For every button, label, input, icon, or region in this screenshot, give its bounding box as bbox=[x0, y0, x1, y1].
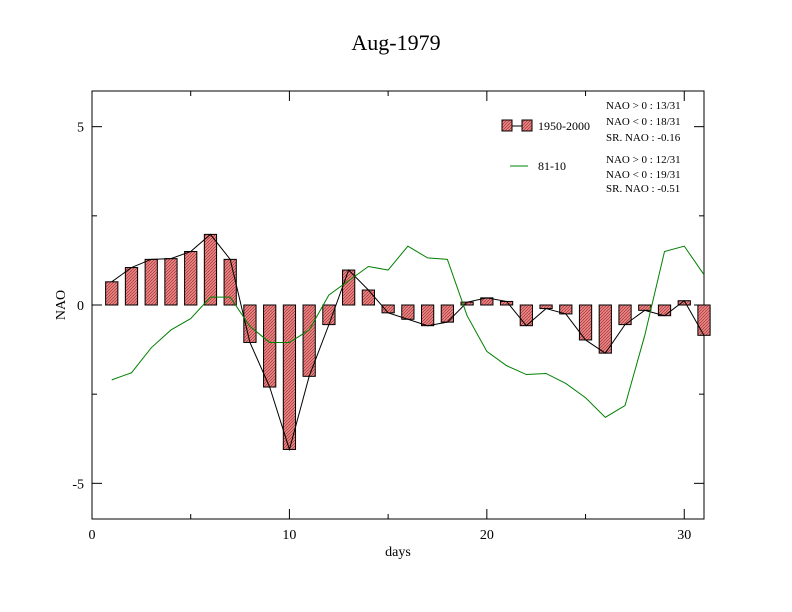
plot-area: 0 10 20 30 5 0 -5 bbox=[72, 90, 711, 543]
bar bbox=[223, 258, 237, 306]
x-tick-label: 20 bbox=[480, 528, 494, 543]
line-series bbox=[111, 245, 705, 418]
bar-connector-line bbox=[111, 233, 705, 452]
bar bbox=[598, 304, 612, 354]
legend: 1950-2000 81-10 bbox=[501, 119, 590, 173]
bar-series bbox=[105, 233, 711, 452]
bar bbox=[105, 281, 119, 306]
bar bbox=[342, 269, 356, 306]
stat-line-negative: NAO < 0 : 19/31 bbox=[606, 169, 681, 181]
bar bbox=[697, 304, 711, 336]
stat-line-sr: SR. NAO : -0.51 bbox=[606, 183, 680, 195]
bar bbox=[263, 304, 277, 388]
bar bbox=[361, 289, 376, 306]
bar bbox=[638, 304, 652, 311]
bar bbox=[124, 267, 139, 306]
bar bbox=[381, 304, 395, 314]
y-tick-label: 0 bbox=[77, 299, 84, 314]
bar bbox=[203, 233, 218, 306]
x-tick-label: 10 bbox=[282, 528, 296, 543]
legend-line-label: 81-10 bbox=[538, 159, 566, 173]
bar bbox=[184, 251, 198, 306]
chart-title: Aug-1979 bbox=[351, 30, 440, 55]
bar bbox=[144, 258, 158, 306]
y-axis-label: NAO bbox=[54, 290, 69, 320]
y-tick-label: 5 bbox=[77, 121, 84, 136]
bar bbox=[539, 304, 553, 310]
legend-bar-swatch-left bbox=[501, 119, 513, 132]
x-tick-label: 0 bbox=[89, 528, 96, 543]
x-tick-label: 30 bbox=[677, 528, 691, 543]
bar bbox=[420, 304, 435, 327]
stat-bars-negative: NAO < 0 : 18/31 bbox=[606, 116, 681, 128]
bar bbox=[401, 304, 415, 320]
bar bbox=[322, 304, 336, 326]
bar bbox=[440, 304, 454, 323]
stats-block: NAO > 0 : 13/31 NAO < 0 : 18/31 SR. NAO … bbox=[606, 100, 681, 195]
axis-ticks: 0 10 20 30 5 0 -5 bbox=[72, 91, 704, 543]
y-tick-label: -5 bbox=[72, 477, 84, 492]
bar bbox=[164, 258, 178, 306]
stat-bars-sr: SR. NAO : -0.16 bbox=[606, 132, 681, 144]
bar bbox=[282, 304, 297, 450]
stat-line-positive: NAO > 0 : 12/31 bbox=[606, 154, 681, 166]
line-81-10 bbox=[111, 245, 705, 418]
legend-bar-swatch-right bbox=[521, 119, 533, 132]
legend-bar-label: 1950-2000 bbox=[538, 119, 590, 133]
x-axis-label: days bbox=[385, 545, 411, 560]
stat-bars-positive: NAO > 0 : 13/31 bbox=[606, 100, 681, 112]
